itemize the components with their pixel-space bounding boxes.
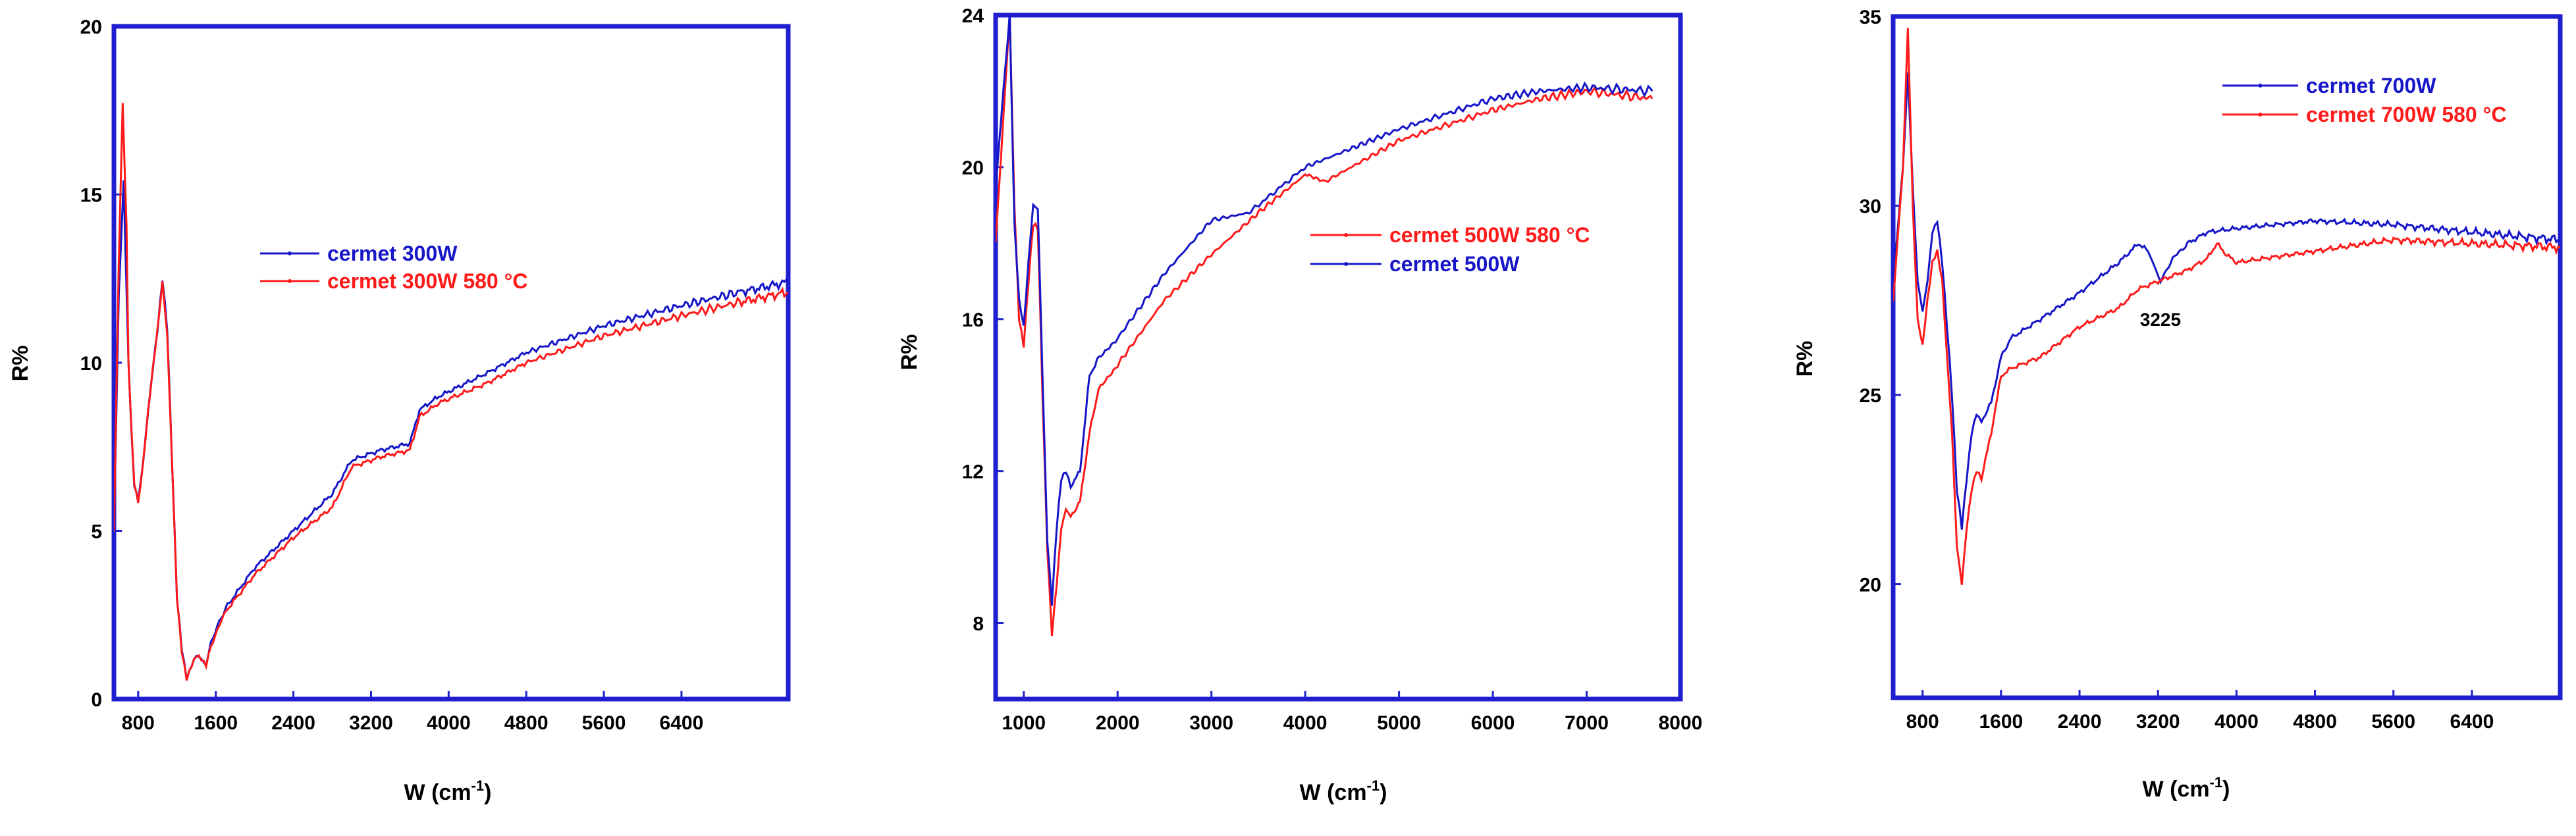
x-tick-label: 7000 bbox=[1565, 712, 1609, 734]
x-tick-label: 6000 bbox=[1471, 712, 1515, 734]
x-tick-label: 6400 bbox=[660, 712, 704, 734]
y-tick-label: 15 bbox=[80, 185, 102, 207]
x-tick-label: 5600 bbox=[2371, 711, 2415, 733]
x-tick-label: 4000 bbox=[427, 712, 471, 734]
legend-entry: cermet 500W 580 °C bbox=[1389, 223, 1590, 247]
x-tick-label: 1600 bbox=[1979, 711, 2023, 733]
chart-panel-2: 1000 2000 3000 4000 5000 6000 7000 8000 8 12 16 20 2… bbox=[897, 5, 1702, 805]
x-tick-label: 3200 bbox=[2136, 711, 2180, 733]
x-tick-label: 800 bbox=[1906, 711, 1939, 733]
y-tick-label: 10 bbox=[80, 353, 102, 375]
x-tick-label: 4800 bbox=[504, 712, 549, 734]
plot-frame bbox=[993, 13, 1683, 702]
y-tick-label: 0 bbox=[91, 689, 102, 711]
x-axis-label: W (cm-1) bbox=[2143, 774, 2230, 802]
x-tick-label: 5600 bbox=[582, 712, 626, 734]
legend-marker bbox=[288, 279, 292, 283]
x-tick-label: 4800 bbox=[2293, 711, 2337, 733]
x-tick-label: 8000 bbox=[1659, 712, 1703, 734]
x-tick-label: 3200 bbox=[349, 712, 393, 734]
y-tick-label: 8 bbox=[973, 614, 984, 635]
y-tick-label: 16 bbox=[962, 309, 984, 331]
y-tick-label: 30 bbox=[1860, 196, 1881, 218]
x-tick-label: 4000 bbox=[2214, 711, 2259, 733]
x-tick-label: 1600 bbox=[194, 712, 238, 734]
chart-panel-3: 800 1600 2400 3200 4000 4800 5600 6400 20 25 30 35 W… bbox=[1792, 7, 2563, 802]
legend-entry: cermet 700W bbox=[2306, 74, 2436, 97]
legend-marker bbox=[288, 251, 292, 255]
series-line-2 bbox=[114, 103, 788, 681]
series-line-2 bbox=[996, 15, 1653, 606]
y-tick-label: 12 bbox=[962, 461, 984, 483]
x-tick-label: 4000 bbox=[1283, 712, 1328, 734]
x-tick-label: 800 bbox=[122, 712, 155, 734]
y-axis-label: R% bbox=[1792, 341, 1817, 377]
x-axis-label: W (cm-1) bbox=[404, 777, 492, 805]
legend-entry: cermet 700W 580 °C bbox=[2306, 103, 2507, 126]
series-line-2 bbox=[1893, 28, 2560, 585]
series-line-1 bbox=[114, 180, 788, 681]
y-tick-label: 35 bbox=[1860, 7, 1881, 28]
series-line-1 bbox=[1893, 72, 2560, 530]
annotation-label: 3225 bbox=[2140, 309, 2181, 330]
y-tick-label: 20 bbox=[1860, 575, 1881, 596]
y-tick-label: 25 bbox=[1860, 385, 1881, 407]
legend-marker bbox=[1344, 262, 1348, 266]
x-tick-label: 2000 bbox=[1096, 712, 1140, 734]
x-tick-label: 2400 bbox=[2058, 711, 2102, 733]
x-tick-label: 2400 bbox=[271, 712, 315, 734]
x-tick-label: 5000 bbox=[1377, 712, 1421, 734]
y-tick-label: 20 bbox=[80, 16, 102, 38]
x-tick-label: 6400 bbox=[2450, 711, 2494, 733]
legend-marker bbox=[2258, 113, 2263, 117]
y-tick-label: 24 bbox=[962, 5, 984, 27]
y-axis-label: R% bbox=[897, 334, 922, 371]
x-tick-label: 3000 bbox=[1189, 712, 1233, 734]
x-tick-label: 1000 bbox=[1002, 712, 1046, 734]
chart-panel-1: 800 1600 2400 3200 4000 4800 5600 6400 0 5 10 15 20 W… bbox=[8, 16, 791, 805]
legend-marker bbox=[1344, 233, 1348, 237]
series-line-1 bbox=[996, 15, 1653, 637]
plot-frame bbox=[1891, 14, 2563, 700]
y-axis-label: R% bbox=[8, 346, 33, 382]
legend-entry: cermet 300W 580 °C bbox=[327, 269, 528, 293]
legend-entry: cermet 500W bbox=[1389, 252, 1520, 276]
x-axis-label: W (cm-1) bbox=[1300, 777, 1387, 805]
legend-entry: cermet 300W bbox=[327, 242, 458, 265]
plot-frame bbox=[111, 24, 791, 702]
y-tick-label: 20 bbox=[962, 157, 984, 179]
legend-marker bbox=[2258, 84, 2263, 88]
y-tick-label: 5 bbox=[91, 521, 102, 543]
